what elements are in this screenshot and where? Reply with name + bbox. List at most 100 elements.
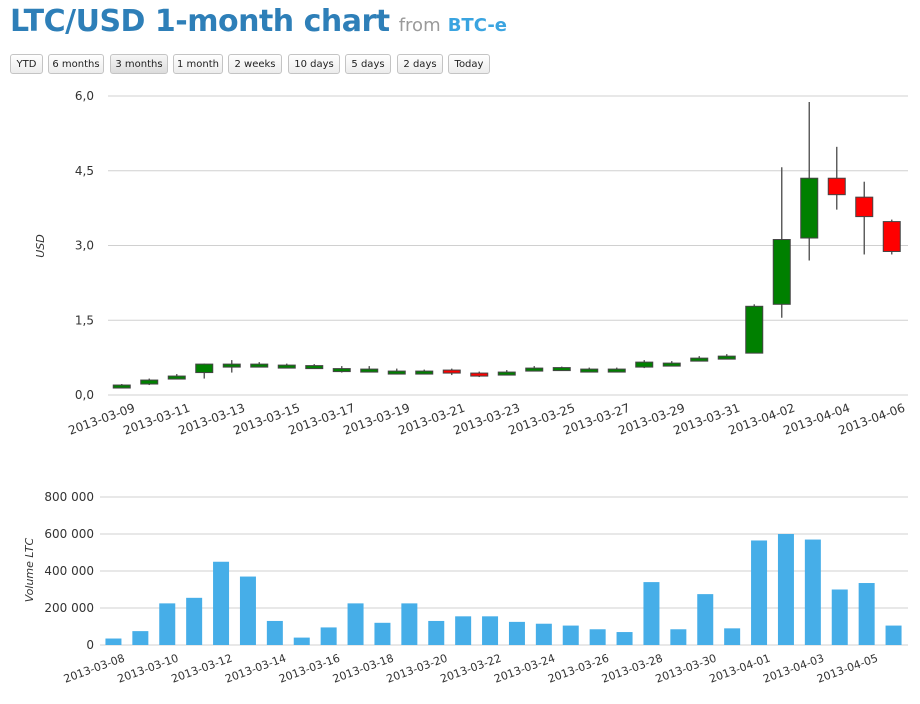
candle: [470, 371, 489, 378]
candle: [607, 367, 626, 373]
candle: [305, 364, 324, 370]
candle: [332, 366, 351, 373]
volume-chart: 0 200 000 400 000 600 000 800 000 Volume LTC…: [23, 490, 908, 686]
volume-bar: [401, 603, 418, 645]
candle-body: [580, 368, 599, 373]
candle-body: [690, 357, 709, 362]
range-button-10-days[interactable]: 10 days: [288, 54, 340, 74]
range-button-3-months[interactable]: 3 months: [110, 54, 168, 74]
volume-bar: [616, 632, 633, 645]
candle-body: [140, 379, 159, 385]
candle: [717, 354, 736, 360]
price-y-tick-label: 0,0: [75, 388, 94, 402]
candle: [140, 378, 159, 386]
candle-body: [552, 367, 571, 372]
candle-body: [525, 367, 544, 372]
volume-x-tick-label: 2013-03-16: [277, 652, 342, 686]
volume-bar: [159, 603, 176, 645]
price-y-tick-label: 3,0: [75, 239, 94, 253]
candle-body: [717, 355, 736, 360]
candle: [882, 219, 901, 255]
volume-bar: [751, 540, 768, 645]
candle-body: [470, 372, 489, 377]
candle: [580, 367, 599, 373]
range-button-ytd[interactable]: YTD: [10, 54, 43, 74]
candle-body: [360, 368, 379, 373]
range-button-5-days[interactable]: 5 days: [345, 54, 391, 74]
volume-bar: [777, 534, 794, 645]
volume-y-tick-label: 400 000: [44, 564, 94, 578]
candle-body: [277, 364, 296, 369]
candle: [195, 363, 214, 379]
candle-body: [772, 239, 791, 305]
page-title: LTC/USD 1-month chart: [10, 4, 390, 39]
volume-bar: [804, 539, 821, 645]
candle: [112, 384, 131, 389]
volume-bar: [589, 629, 606, 645]
candle-body: [415, 370, 434, 375]
volume-x-axis: 2013-03-082013-03-102013-03-122013-03-14…: [62, 652, 880, 686]
volume-bar: [186, 597, 203, 645]
candle-body: [607, 368, 626, 373]
range-button-2-weeks[interactable]: 2 weeks: [228, 54, 282, 74]
volume-x-tick-label: 2013-04-01: [708, 652, 773, 686]
volume-bar: [508, 621, 525, 645]
candle-body: [222, 363, 241, 368]
candle-body: [442, 369, 461, 374]
volume-bar: [347, 603, 364, 645]
price-chart: 0,0 1,5 3,0 4,5 6,0 USD 2013-03-092013-03-11…: [34, 89, 908, 438]
chart-header: LTC/USD 1-month chart from BTC-e: [10, 4, 507, 39]
candle-body: [827, 177, 846, 196]
candle: [635, 360, 654, 369]
volume-x-tick-label: 2013-03-08: [62, 652, 127, 686]
volume-bar: [831, 589, 848, 645]
candle-body: [112, 384, 131, 389]
candle-body: [195, 363, 214, 374]
price-candles: [112, 101, 901, 389]
candle: [662, 361, 681, 367]
volume-x-tick-label: 2013-03-14: [223, 652, 288, 686]
volume-bar: [105, 638, 122, 645]
candle: [745, 304, 764, 354]
volume-bar: [266, 620, 283, 645]
candle-body: [250, 363, 269, 368]
price-y-axis-label: USD: [34, 234, 47, 258]
source-link[interactable]: BTC-e: [447, 15, 508, 36]
volume-bar: [535, 623, 552, 645]
volume-x-tick-label: 2013-04-05: [815, 652, 880, 686]
candle: [277, 363, 296, 369]
price-y-axis: 0,0 1,5 3,0 4,5 6,0: [75, 89, 94, 402]
volume-bar: [320, 627, 337, 645]
volume-x-tick-label: 2013-03-10: [116, 652, 181, 686]
range-button-1-month[interactable]: 1 month: [173, 54, 223, 74]
candle: [772, 167, 791, 318]
volume-bar: [239, 576, 256, 645]
candle: [690, 356, 709, 362]
range-button-6-months[interactable]: 6 months: [48, 54, 104, 74]
price-x-axis: 2013-03-092013-03-112013-03-132013-03-15…: [66, 401, 906, 438]
volume-x-tick-label: 2013-03-28: [600, 652, 665, 686]
candle-body: [800, 177, 819, 239]
candle: [222, 360, 241, 373]
candle-body: [497, 371, 516, 376]
volume-x-tick-label: 2013-03-24: [492, 652, 557, 686]
range-button-2-days[interactable]: 2 days: [397, 54, 443, 74]
volume-bar: [885, 625, 902, 645]
candle-body: [305, 365, 324, 370]
price-y-tick-label: 4,5: [75, 164, 94, 178]
volume-y-tick-label: 800 000: [44, 490, 94, 504]
volume-bar: [858, 583, 875, 645]
volume-x-tick-label: 2013-03-18: [331, 652, 396, 686]
candle-body: [332, 368, 351, 373]
candle: [442, 368, 461, 376]
volume-grid: [100, 496, 908, 646]
volume-bar: [293, 637, 310, 645]
volume-bars: [105, 534, 902, 645]
candle: [360, 366, 379, 373]
range-button-today[interactable]: Today: [448, 54, 490, 74]
candle-body: [745, 305, 764, 354]
candle-body: [855, 196, 874, 218]
volume-bar: [374, 622, 391, 645]
candle-body: [662, 362, 681, 367]
candle-body: [387, 370, 406, 375]
